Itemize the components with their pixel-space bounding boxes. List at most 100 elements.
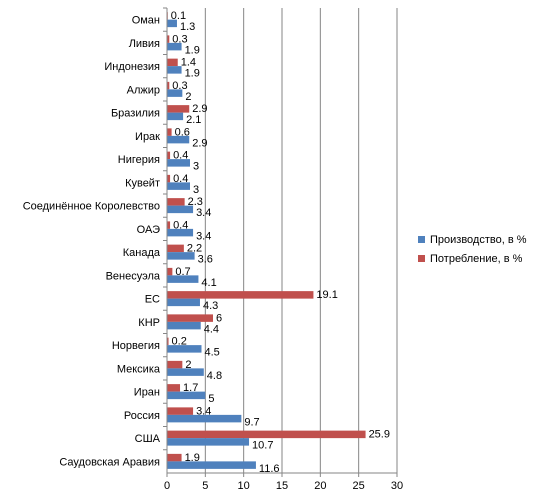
data-label-consumption: 0.4 [173,150,188,162]
category-label: Канада [123,247,161,259]
legend-swatch [418,236,425,243]
data-label-consumption: 0.1 [171,10,186,22]
bar-consumption [167,407,194,415]
bar-consumption [167,291,314,299]
bar-consumption [167,198,185,206]
category-label: США [135,433,161,445]
bar-consumption [167,151,171,160]
grid-lines [204,8,398,473]
data-label-consumption: 19.1 [316,289,337,301]
bar-production [167,228,194,237]
data-label-consumption: 1.7 [183,382,198,394]
x-tick-label: 5 [202,480,208,492]
bar-consumption [167,244,184,253]
bar-production [167,42,182,51]
category-label: Россия [124,410,160,422]
data-label-production: 3.4 [196,230,211,242]
data-label-consumption: 0.3 [172,33,187,45]
data-label-production: 5 [208,393,214,405]
bar-production [167,345,202,353]
bar-production [167,438,250,446]
data-label-consumption: 0.4 [173,219,188,231]
data-label-production: 11.6 [259,463,280,475]
data-label-production: 9.7 [244,416,259,428]
data-labels: 0.11.30.31.91.41.90.322.92.10.62.90.430.… [171,10,390,475]
bar-production [167,159,190,167]
legend: Производство, в % Потребление, в % [418,234,527,265]
bar-consumption [167,384,181,392]
x-tick-label: 30 [391,480,403,492]
bar-consumption [167,35,170,43]
x-tick-label: 20 [314,480,326,492]
data-label-production: 1.3 [180,21,195,33]
bar-production [167,391,206,400]
bar-consumption [167,360,183,369]
legend-swatch [418,255,425,262]
category-labels: Оман Ливия Индонезия Алжир Бразилия Ирак Нигер… [23,15,161,469]
bar-consumption [167,58,178,67]
category-label: КНР [138,317,160,329]
data-label-production: 3 [193,161,199,173]
data-label-production: 2.9 [192,137,207,149]
data-label-consumption: 2.3 [188,196,203,208]
data-label-consumption: 6 [216,312,222,324]
data-label-consumption: 2.9 [192,103,207,115]
data-label-production: 1.9 [185,44,200,56]
data-label-production: 4.3 [203,300,218,312]
data-label-consumption: 1.9 [185,452,200,464]
bar-production [167,461,256,469]
bar-consumption [167,221,171,229]
category-label: Соединённое Королевство [23,201,160,213]
category-label: Оман [132,15,160,27]
data-label-production: 2.1 [186,114,201,126]
data-label-production: 1.9 [185,68,200,80]
bar-production [167,135,190,144]
category-label: Саудовская Аравия [59,456,160,468]
category-label: Алжир [127,84,160,96]
x-tick-label: 10 [238,480,250,492]
category-label: Иран [134,387,160,399]
category-label: ОАЭ [137,224,160,236]
category-label: Норвегия [112,340,160,352]
bar-production [167,414,242,423]
category-label: Нигерия [118,154,160,166]
bar-consumption [167,105,190,113]
data-label-production: 4.1 [201,277,216,289]
data-label-production: 3.4 [196,207,211,219]
bar-production [167,89,183,97]
data-label-production: 4.8 [207,370,222,382]
data-label-consumption: 0.6 [175,126,190,138]
category-label: ЕС [145,294,160,306]
category-label: Венесуэла [106,270,161,282]
bar-production [167,275,199,283]
data-label-consumption: 0.4 [173,173,188,185]
data-label-production: 3.6 [198,254,213,266]
data-label-consumption: 25.9 [369,429,390,441]
bar-consumption [167,314,213,322]
data-label-consumption: 2 [185,359,191,371]
legend-entry: Потребление, в % [430,253,523,265]
x-tick-label: 25 [353,480,365,492]
bar-production [167,182,190,190]
bar-production [167,112,184,121]
bar-production [167,66,182,74]
data-label-production: 10.7 [252,440,273,452]
bar-consumption [167,430,366,439]
category-label: Ливия [129,38,160,50]
category-label: Кувейт [125,177,160,189]
bar-consumption [167,81,170,90]
bar-consumption [167,453,182,462]
x-tick-label: 15 [276,480,288,492]
data-label-consumption: 0.7 [175,266,190,278]
bars [167,12,366,469]
bar-consumption [167,128,172,136]
bar-consumption [167,337,169,346]
bar-production [167,19,177,28]
bar-production [167,298,200,307]
data-label-consumption: 2.2 [187,243,202,255]
data-label-production: 3 [193,184,199,196]
legend-entry: Производство, в % [430,234,527,246]
tick-labels: 0 5 10 15 20 25 30 [164,480,403,492]
data-label-production: 4.5 [205,347,220,359]
